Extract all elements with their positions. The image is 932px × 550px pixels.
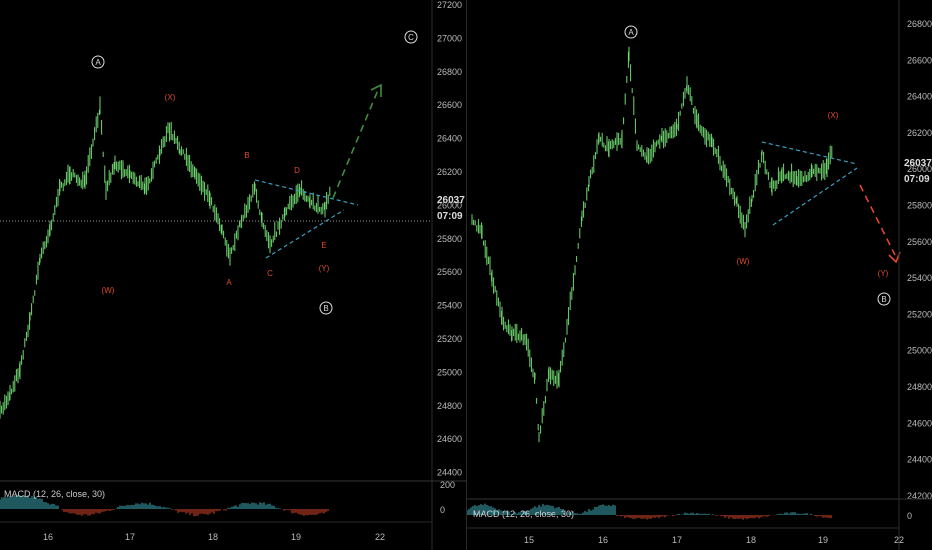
circle-label-A-text: A — [628, 28, 634, 37]
chart-pane-right[interactable]: 26800 26600 26400 26200 26000 25800 25600 25400… — [466, 0, 932, 550]
wave-label: (X) — [165, 93, 176, 102]
time-tick: 22 — [894, 535, 904, 545]
price-tick: 26400 — [907, 92, 932, 102]
price-tick: 26800 — [907, 19, 932, 29]
candles-right — [471, 46, 833, 443]
wave-label: (Y) — [878, 269, 889, 278]
wave-label: (X) — [828, 111, 839, 120]
circle-label-B-text: B — [881, 295, 886, 304]
time-tick: 19 — [291, 532, 301, 542]
macd-histogram-right — [467, 503, 832, 520]
price-tick: 25800 — [907, 201, 932, 211]
wave-label: A — [226, 278, 232, 287]
macd-tick-0: 0 — [440, 505, 445, 515]
price-tick: 26200 — [907, 128, 932, 138]
price-tick: 27200 — [437, 0, 462, 10]
macd-tick-0: 0 — [907, 511, 912, 521]
price-tick: 25400 — [907, 273, 932, 283]
wave-label: D — [294, 166, 300, 175]
price-tick: 26200 — [437, 167, 462, 177]
circle-labels-right: AB — [624, 25, 891, 306]
circle-label-B: B — [319, 301, 333, 315]
price-tick: 25600 — [907, 237, 932, 247]
wave-label: C — [267, 269, 273, 278]
circle-label-B: B — [877, 292, 891, 306]
time-axis-left[interactable]: 16 17 18 19 22 — [43, 532, 385, 542]
price-axis-left[interactable]: 27200 27000 26800 26600 26400 26200 26000 25800… — [437, 0, 462, 478]
time-tick: 17 — [125, 532, 135, 542]
price-tick: 26800 — [437, 67, 462, 77]
last-price-label: 26037 — [904, 158, 932, 169]
price-tick: 24200 — [907, 491, 932, 501]
chart-canvas-left[interactable]: 27200 27000 26800 26600 26400 26200 26000 25800… — [0, 0, 466, 550]
time-tick: 18 — [746, 535, 756, 545]
price-tick: 25600 — [437, 267, 462, 277]
time-tick: 17 — [672, 535, 682, 545]
countdown-label: 07:09 — [437, 211, 463, 222]
trendline-lower — [265, 209, 345, 259]
wave-labels-right: (X) (W) (Y) — [737, 111, 889, 278]
wave-label: (W) — [737, 257, 750, 266]
macd-indicator-label[interactable]: MACD (12, 26, close, 30) — [4, 489, 105, 499]
price-axis-right[interactable]: 26800 26600 26400 26200 26000 25800 25600 25400… — [907, 19, 932, 501]
time-tick: 15 — [524, 535, 534, 545]
price-tick: 24800 — [437, 401, 462, 411]
trendline-lower — [772, 167, 858, 226]
price-tick: 24600 — [437, 434, 462, 444]
price-tick: 24400 — [907, 455, 932, 465]
macd-tick-200: 200 — [440, 480, 455, 490]
wave-label: E — [321, 241, 326, 250]
price-tick: 26000 — [437, 200, 462, 210]
price-tick: 26600 — [907, 55, 932, 65]
wave-label: (W) — [102, 286, 115, 295]
trendline-upper — [761, 141, 858, 165]
projection-arrow-up — [332, 89, 379, 199]
circle-label-C-text: C — [408, 33, 414, 42]
price-tick: 25800 — [437, 234, 462, 244]
wave-label: (Y) — [319, 264, 330, 273]
candles-left — [0, 96, 331, 419]
countdown-label: 07:09 — [904, 174, 930, 185]
price-tick: 25200 — [437, 334, 462, 344]
time-tick: 19 — [818, 535, 828, 545]
macd-indicator-label[interactable]: MACD (12, 26, close, 30) — [473, 509, 574, 519]
time-tick: 16 — [598, 535, 608, 545]
price-tick: 25400 — [437, 301, 462, 311]
macd-histogram-left — [0, 494, 329, 517]
time-tick: 16 — [43, 532, 53, 542]
wave-label: B — [244, 151, 249, 160]
time-tick: 22 — [375, 532, 385, 542]
circle-label-A: A — [624, 25, 638, 39]
price-tick: 25000 — [907, 346, 932, 356]
chart-canvas-right[interactable]: 26800 26600 26400 26200 26000 25800 25600 25400… — [467, 0, 932, 550]
price-tick: 27000 — [437, 33, 462, 43]
circle-label-A: A — [91, 55, 105, 69]
price-tick: 26600 — [437, 100, 462, 110]
price-tick: 26000 — [907, 164, 932, 174]
last-price-label: 26037 — [437, 195, 465, 206]
circle-label-C: C — [404, 30, 418, 44]
price-tick: 24600 — [907, 418, 932, 428]
price-tick: 25000 — [437, 367, 462, 377]
circle-label-A-text: A — [95, 58, 101, 67]
time-axis-right[interactable]: 15 16 17 18 19 22 — [524, 535, 904, 545]
trendline-upper — [254, 179, 359, 206]
projection-arrow-down — [859, 184, 896, 256]
chart-pane-left[interactable]: 27200 27000 26800 26600 26400 26200 26000 25800… — [0, 0, 466, 550]
arrow-head-icon — [370, 83, 382, 97]
price-tick: 25200 — [907, 309, 932, 319]
circle-label-B-text: B — [323, 304, 328, 313]
price-tick: 24400 — [437, 468, 462, 478]
price-tick: 24800 — [907, 382, 932, 392]
circle-labels-left: A B C — [91, 30, 418, 315]
wave-labels-left: (X) B D (W) A C E (Y) — [102, 93, 330, 295]
price-tick: 26400 — [437, 134, 462, 144]
time-tick: 18 — [208, 532, 218, 542]
